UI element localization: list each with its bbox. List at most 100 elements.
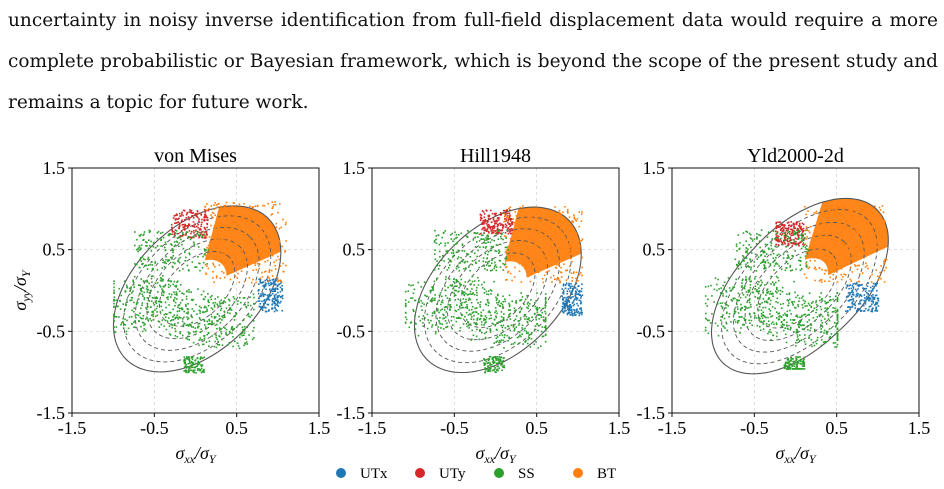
point-ss [488,265,490,267]
point-bt [835,268,837,270]
point-utx [270,281,272,284]
point-bt [840,273,842,276]
point-ss [486,362,489,365]
point-ss [791,239,793,241]
point-uty [508,212,511,215]
point-ss [761,250,764,252]
point-ss [795,359,798,361]
point-ss [816,336,819,339]
point-ss [156,297,159,299]
point-ss [141,290,143,293]
point-bt [535,259,537,262]
point-bt [545,225,547,227]
point-uty [203,237,206,239]
point-bt [861,210,863,213]
point-bt [866,264,868,267]
point-ss [758,319,760,321]
point-ss [177,304,180,307]
point-ss [500,311,503,313]
point-bt [844,227,846,230]
point-uty [794,232,797,235]
point-ss [789,298,791,301]
point-bt [506,219,509,222]
point-ss [828,299,831,302]
point-bt [875,269,878,271]
point-bt [214,202,216,204]
point-ss [748,290,751,292]
point-bt [223,214,226,216]
point-ss [479,317,482,320]
point-ss [170,293,173,296]
point-ss [775,256,777,259]
point-uty [200,229,202,231]
point-ss [204,296,207,298]
point-ss [803,356,806,359]
point-ss [187,331,190,334]
point-ss [172,283,175,286]
point-ss [132,281,134,283]
point-bt [545,258,547,261]
point-ss [200,328,202,331]
point-ss [805,266,808,268]
point-ss [203,233,205,235]
point-bt [280,226,283,229]
point-ss [461,260,464,263]
point-ss [798,321,800,323]
point-ss [812,341,815,344]
point-ss [175,291,178,293]
point-utx [571,290,573,293]
point-ss [441,323,444,325]
point-bt [825,258,828,261]
point-ss [463,291,466,294]
point-ss [717,334,720,337]
point-ss [768,331,770,333]
point-uty [171,228,173,231]
point-ss [236,342,239,345]
legend-label: UTx [360,466,388,482]
point-ss [536,309,538,312]
point-ss [486,257,488,260]
point-ss [544,298,547,300]
point-ss [526,318,529,320]
point-ss [801,314,803,317]
point-ss [730,299,733,301]
point-uty [785,234,788,236]
point-ss [113,320,115,322]
point-ss [544,301,547,304]
point-ss [821,315,824,318]
point-uty [793,243,796,245]
point-ss [737,268,740,270]
point-ss [790,269,792,272]
point-ss [135,263,138,266]
point-utx [860,295,863,297]
point-ss [748,278,751,280]
point-uty [479,213,482,216]
point-ss [150,277,153,280]
point-ss [802,242,805,244]
point-ss [469,290,472,293]
point-ss [432,289,434,291]
point-bt [219,223,222,225]
point-ss [540,345,542,347]
point-ss [834,333,836,336]
point-uty [777,239,780,242]
point-bt [216,247,219,249]
point-ss [140,278,142,280]
point-bt [805,226,808,228]
point-uty [784,235,786,237]
point-ss [471,329,473,332]
point-ss [199,310,201,312]
point-ss [139,284,141,287]
point-ss [433,280,436,283]
point-ss [494,261,496,264]
point-ss [820,331,823,333]
point-ss [469,293,471,295]
point-ss [241,334,243,337]
point-ss [747,248,749,250]
point-utx [274,287,277,290]
point-uty [775,243,777,246]
point-ss [247,313,250,315]
point-uty [181,219,183,221]
point-ss [535,340,537,343]
point-ss [224,327,226,329]
